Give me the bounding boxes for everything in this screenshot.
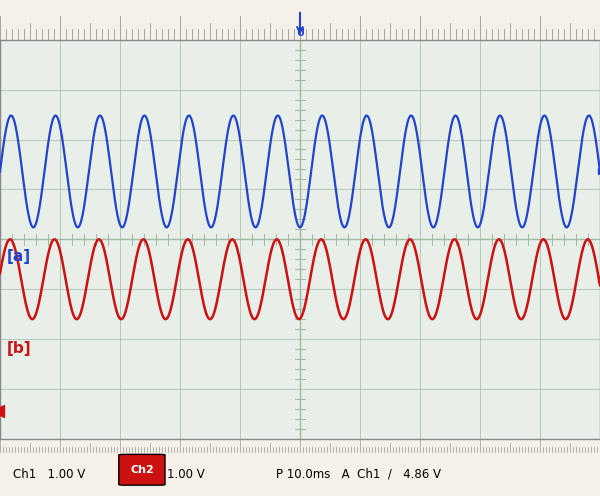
Text: [b]: [b] [7, 341, 32, 356]
FancyBboxPatch shape [119, 454, 165, 485]
Text: U: U [296, 28, 304, 38]
Text: P 10.0ms   A  Ch1  /   4.86 V: P 10.0ms A Ch1 / 4.86 V [276, 468, 441, 481]
Text: Ch2: Ch2 [130, 465, 154, 475]
Text: [a]: [a] [7, 249, 31, 264]
Text: Ch1   1.00 V: Ch1 1.00 V [13, 468, 85, 481]
Text: 1.00 V: 1.00 V [167, 468, 205, 481]
